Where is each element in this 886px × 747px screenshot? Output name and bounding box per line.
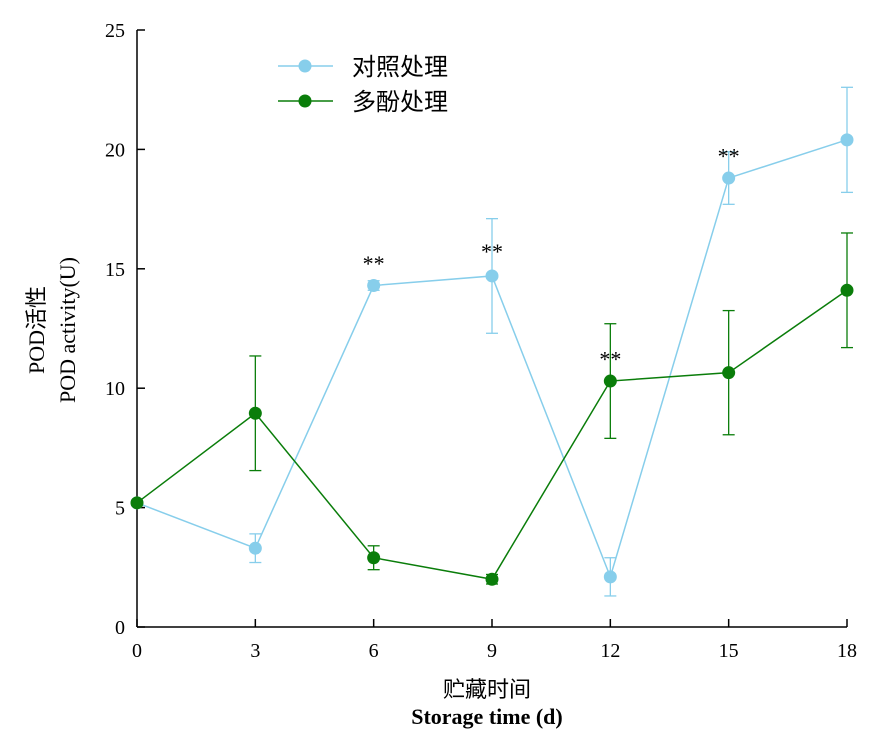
series-1 xyxy=(130,232,854,586)
x-axis-title-cn: 贮藏时间 xyxy=(443,677,531,702)
data-point xyxy=(367,279,381,293)
legend-marker-polyphenol xyxy=(298,94,312,108)
x-tick-label: 6 xyxy=(369,640,379,662)
data-point xyxy=(840,133,854,147)
x-tick-label: 0 xyxy=(132,640,142,662)
x-ticks: 0 3 6 9 12 15 18 xyxy=(132,619,857,662)
legend-label-control: 对照处理 xyxy=(352,54,448,81)
series-layer xyxy=(130,86,854,597)
legend-item-control: 对照处理 xyxy=(278,54,448,81)
data-point xyxy=(485,572,499,586)
significance-annotation: ** xyxy=(481,239,503,264)
legend: 对照处理 多酚处理 xyxy=(278,54,448,116)
data-point xyxy=(485,269,499,283)
data-point xyxy=(722,171,736,185)
series-line xyxy=(136,139,848,580)
legend-item-polyphenol: 多酚处理 xyxy=(278,89,448,116)
data-point xyxy=(603,374,617,388)
legend-marker-control xyxy=(298,59,312,73)
data-point xyxy=(248,406,262,420)
data-point xyxy=(248,541,262,555)
x-tick-label: 9 xyxy=(487,640,497,662)
y-axis-title-en: POD activity(U) xyxy=(55,257,80,403)
series-0 xyxy=(130,86,854,597)
significance-annotation: ** xyxy=(718,144,740,169)
x-tick-label: 3 xyxy=(250,640,260,662)
y-ticks: 0 5 10 15 20 25 xyxy=(105,20,145,639)
data-point xyxy=(603,570,617,584)
x-axis-title-en: Storage time (d) xyxy=(411,704,563,729)
annotations: ** ** ** ** xyxy=(363,144,740,372)
y-tick-label: 25 xyxy=(105,20,125,42)
x-tick-label: 18 xyxy=(837,640,857,662)
y-tick-label: 10 xyxy=(105,378,125,400)
significance-annotation: ** xyxy=(599,347,621,372)
significance-annotation: ** xyxy=(363,251,385,276)
data-point xyxy=(367,551,381,565)
y-tick-label: 20 xyxy=(105,139,125,161)
y-tick-label: 15 xyxy=(105,259,125,281)
legend-label-polyphenol: 多酚处理 xyxy=(352,89,448,116)
y-axis-title-cn: POD活性 xyxy=(24,286,49,374)
data-point xyxy=(722,366,736,380)
y-axis-title: POD活性 POD activity(U) xyxy=(24,257,80,403)
data-point xyxy=(840,283,854,297)
y-tick-label: 0 xyxy=(115,617,125,639)
x-tick-label: 15 xyxy=(719,640,739,662)
y-tick-label: 5 xyxy=(115,498,125,520)
x-axis-title: 贮藏时间 Storage time (d) xyxy=(411,677,563,729)
x-tick-label: 12 xyxy=(600,640,620,662)
data-point xyxy=(130,496,144,510)
